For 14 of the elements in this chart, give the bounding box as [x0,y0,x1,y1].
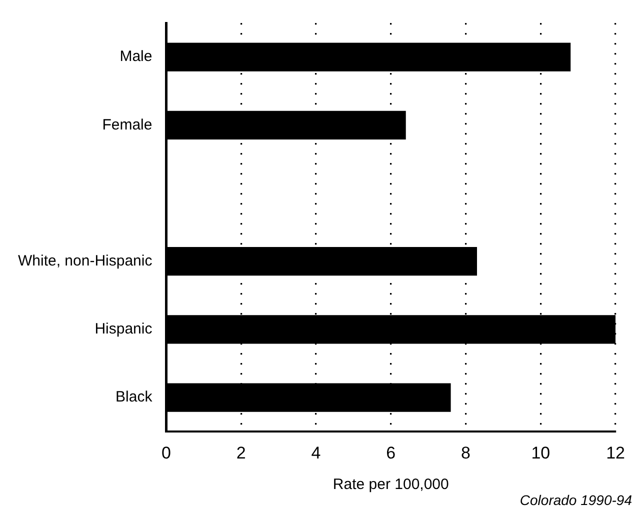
y-tick-label: Male [120,48,152,66]
x-axis-title: Rate per 100,000 [332,476,449,494]
x-tick-label: 6 [386,443,396,462]
x-tick-label: 12 [606,443,626,462]
text: Colorado 1990-94 [520,492,632,508]
x-tick-label: 8 [461,443,471,462]
y-tick-label: Black [116,388,153,406]
y-tick-label: Hispanic [94,320,153,338]
y-tick-label: White, non-Hispanic [18,252,153,270]
x-tick-label: 0 [161,443,171,462]
y-tick-label: Female [102,116,152,134]
x-tick-label: 2 [236,443,246,462]
x-tick-label: 4 [311,443,321,462]
x-tick-label: 10 [531,443,550,462]
